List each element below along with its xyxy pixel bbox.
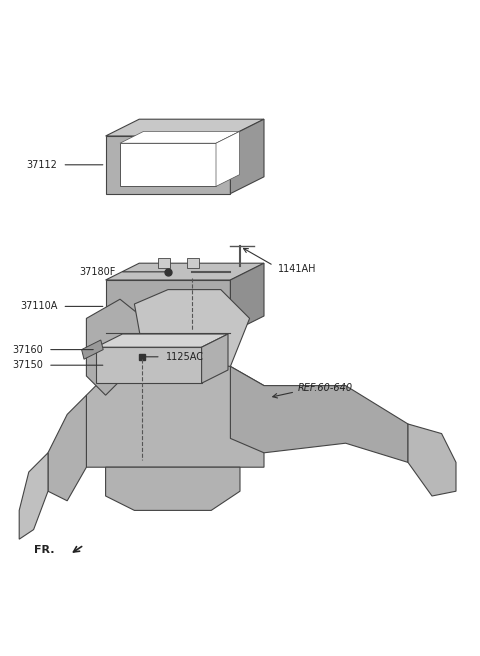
Polygon shape [106, 280, 230, 333]
Polygon shape [96, 334, 228, 347]
Polygon shape [82, 340, 103, 359]
Polygon shape [48, 395, 86, 501]
Text: 37112: 37112 [27, 160, 58, 170]
Polygon shape [106, 136, 230, 194]
Polygon shape [106, 467, 240, 510]
Polygon shape [158, 258, 170, 268]
Polygon shape [120, 143, 216, 186]
Polygon shape [230, 266, 245, 277]
Polygon shape [168, 266, 192, 277]
Polygon shape [19, 453, 48, 539]
Polygon shape [120, 131, 240, 143]
Polygon shape [86, 299, 144, 395]
Polygon shape [202, 334, 228, 383]
Text: FR.: FR. [34, 544, 54, 555]
Polygon shape [230, 119, 264, 194]
Polygon shape [96, 347, 202, 383]
Polygon shape [187, 258, 199, 268]
Text: 37110A: 37110A [20, 301, 58, 312]
Text: 37160: 37160 [12, 344, 43, 355]
Text: 37180F: 37180F [79, 267, 115, 277]
Polygon shape [216, 131, 240, 186]
Polygon shape [408, 424, 456, 496]
Text: 37150: 37150 [12, 360, 43, 370]
Text: 1125AC: 1125AC [166, 352, 204, 362]
Polygon shape [106, 263, 264, 280]
Text: REF.60-640: REF.60-640 [298, 383, 353, 393]
Polygon shape [106, 119, 264, 136]
Polygon shape [86, 352, 264, 467]
Text: 1141AH: 1141AH [278, 264, 317, 274]
Polygon shape [230, 263, 264, 333]
Polygon shape [230, 367, 408, 462]
Polygon shape [134, 289, 250, 367]
